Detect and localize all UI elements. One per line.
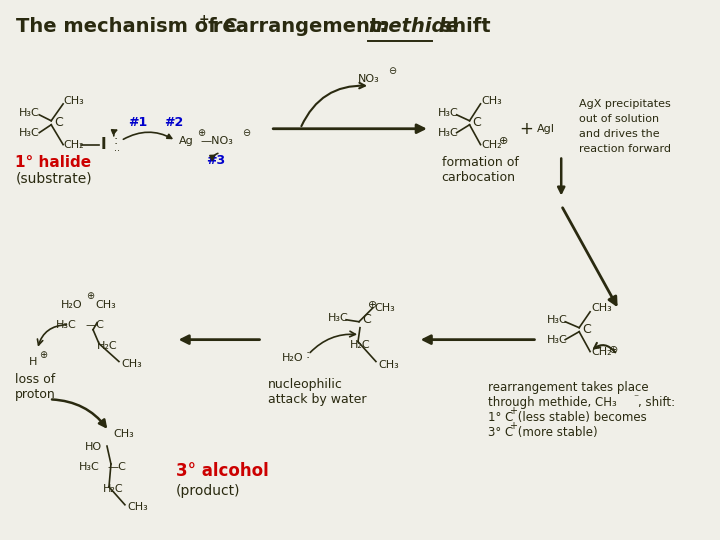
- Text: H₃C: H₃C: [19, 127, 40, 138]
- Text: AgI: AgI: [537, 124, 555, 134]
- Text: methide: methide: [368, 17, 459, 36]
- Text: H₃C: H₃C: [547, 315, 568, 325]
- Text: 1° C: 1° C: [487, 411, 513, 424]
- Text: AgX precipitates: AgX precipitates: [579, 99, 671, 109]
- Text: —C: —C: [107, 462, 126, 472]
- Text: and drives the: and drives the: [579, 129, 660, 139]
- Text: +: +: [510, 406, 518, 416]
- Text: ⊖: ⊖: [243, 127, 251, 138]
- Text: (more stable): (more stable): [514, 426, 598, 438]
- Text: +: +: [519, 120, 534, 138]
- Text: nucleophilic: nucleophilic: [269, 378, 343, 391]
- Text: C: C: [54, 116, 63, 129]
- Text: 3° C: 3° C: [487, 426, 513, 438]
- Text: ⁻: ⁻: [633, 393, 638, 403]
- Text: C: C: [362, 313, 371, 326]
- Text: #2: #2: [163, 116, 183, 129]
- Text: H₂O: H₂O: [61, 300, 83, 310]
- Text: —C: —C: [85, 320, 104, 330]
- Text: loss of: loss of: [15, 373, 55, 386]
- Text: CH₃: CH₃: [121, 359, 142, 368]
- Text: (substrate): (substrate): [15, 172, 92, 185]
- Text: ⊕: ⊕: [368, 300, 377, 310]
- Text: CH₃: CH₃: [374, 303, 395, 313]
- Text: CH₃: CH₃: [591, 303, 612, 313]
- Text: ⊕: ⊕: [197, 127, 204, 138]
- Text: H₃C: H₃C: [56, 320, 77, 330]
- Text: C: C: [582, 323, 591, 336]
- Text: I: I: [101, 137, 107, 152]
- Text: :: :: [114, 134, 118, 147]
- Text: CH₃: CH₃: [482, 96, 503, 106]
- Text: shift: shift: [433, 17, 490, 36]
- Text: #3: #3: [207, 154, 225, 167]
- Text: ⊖: ⊖: [388, 66, 396, 76]
- Text: rearrangement:: rearrangement:: [206, 17, 393, 36]
- Text: CH₂: CH₂: [482, 140, 502, 150]
- Text: ⊕: ⊕: [40, 349, 48, 360]
- Text: ⊕: ⊕: [86, 291, 94, 301]
- Text: H₃C: H₃C: [79, 462, 100, 472]
- Text: CH₃: CH₃: [378, 360, 399, 369]
- Text: rearrangement takes place: rearrangement takes place: [487, 381, 648, 394]
- Text: The mechanism of C: The mechanism of C: [17, 17, 238, 36]
- Text: ⊕: ⊕: [500, 136, 509, 146]
- Text: +: +: [199, 13, 210, 26]
- Text: through methide, CH₃: through methide, CH₃: [487, 396, 616, 409]
- Text: HO: HO: [85, 442, 102, 452]
- Text: (product): (product): [176, 484, 240, 498]
- Text: H₂C: H₂C: [97, 341, 117, 350]
- Text: H₃C: H₃C: [19, 108, 40, 118]
- Text: H₃C: H₃C: [438, 108, 459, 118]
- Text: formation of: formation of: [441, 156, 518, 169]
- Text: H₃C: H₃C: [547, 335, 568, 345]
- Text: +: +: [510, 421, 518, 431]
- Text: H₃C: H₃C: [438, 127, 459, 138]
- Text: out of solution: out of solution: [579, 114, 660, 124]
- Text: Ag: Ag: [179, 136, 194, 146]
- Text: H₂C: H₂C: [350, 340, 371, 349]
- Text: NO₃: NO₃: [358, 74, 379, 84]
- Text: H₂C: H₂C: [103, 484, 124, 494]
- Text: 1° halide: 1° halide: [15, 155, 91, 170]
- Text: attack by water: attack by water: [269, 393, 367, 406]
- Text: CH₃: CH₃: [113, 429, 134, 439]
- Text: :: :: [305, 348, 310, 361]
- Text: ··: ··: [114, 146, 120, 156]
- Text: (less stable) becomes: (less stable) becomes: [514, 411, 647, 424]
- Text: CH₃: CH₃: [127, 502, 148, 512]
- Text: CH₂: CH₂: [591, 347, 612, 356]
- Text: H₂O: H₂O: [282, 353, 304, 362]
- Text: C: C: [472, 116, 481, 129]
- Text: reaction forward: reaction forward: [579, 144, 671, 153]
- Text: 3° alcohol: 3° alcohol: [176, 462, 269, 480]
- Text: CH₃: CH₃: [63, 96, 84, 106]
- Text: proton: proton: [15, 388, 56, 401]
- Text: CH₃: CH₃: [95, 300, 116, 310]
- Text: ⊕: ⊕: [609, 345, 618, 355]
- Text: H₃C: H₃C: [328, 313, 349, 323]
- Text: #1: #1: [128, 116, 147, 129]
- Text: CH₂: CH₂: [63, 140, 84, 150]
- Text: H: H: [30, 356, 37, 367]
- Text: carbocation: carbocation: [441, 171, 516, 184]
- Text: , shift:: , shift:: [638, 396, 675, 409]
- Text: —NO₃: —NO₃: [201, 136, 233, 146]
